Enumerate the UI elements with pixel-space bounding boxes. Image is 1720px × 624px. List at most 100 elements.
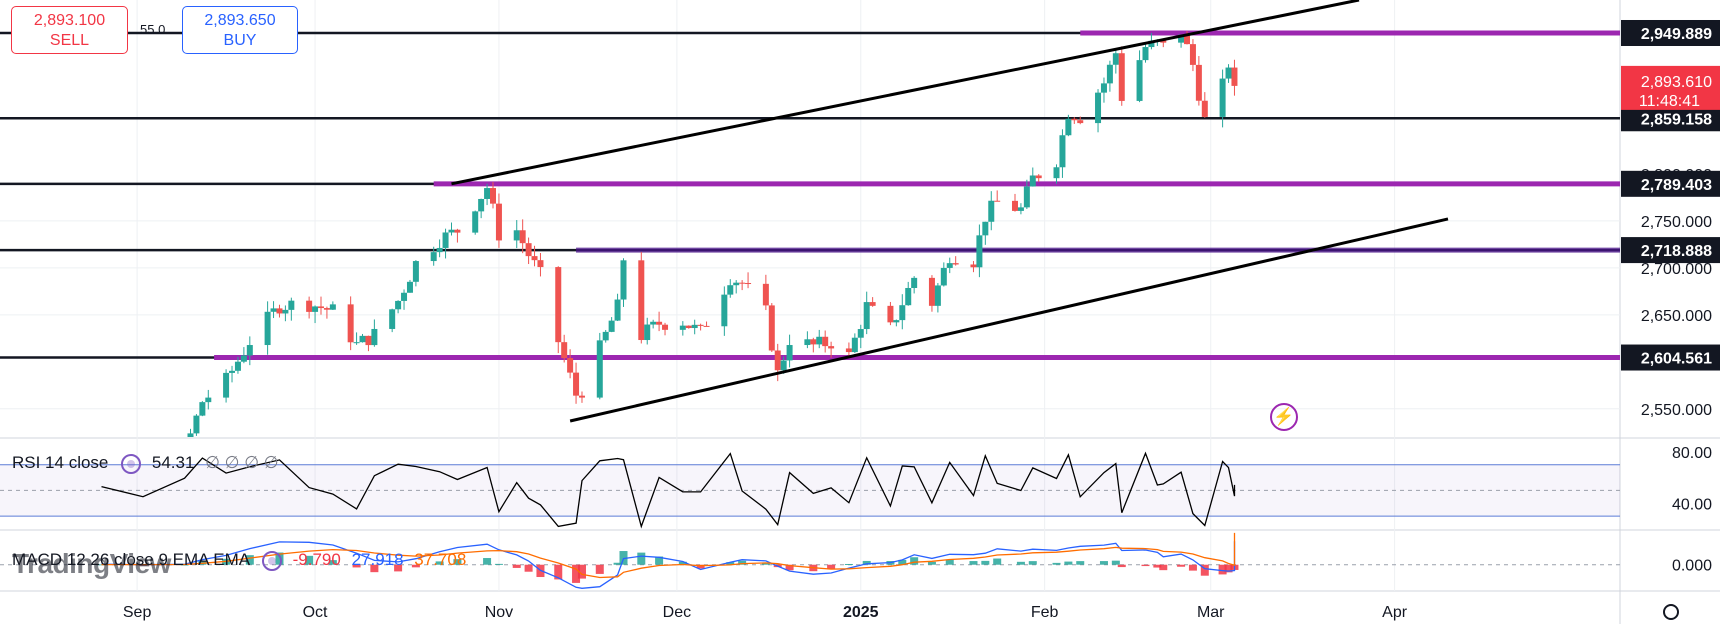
trendline [569,217,1449,423]
candle-body [905,287,912,306]
current-price-label: 2,893.610 [1641,74,1712,91]
macd-histogram-bar [494,563,503,565]
time-label: Mar [1197,604,1225,621]
candle-body [1195,64,1202,101]
candle-body [323,308,330,310]
candle-body [347,304,354,343]
candle-body [828,346,835,349]
macd-histogram-bar [245,555,254,565]
candle-body [454,229,461,233]
candle-body [768,305,775,351]
macd-histogram-bar [305,555,314,565]
candle-body [988,200,995,222]
candle-body [786,345,793,361]
candle-body [223,372,230,398]
candle-body [395,300,402,310]
macd-histogram-bar [613,562,622,565]
candle-body [1225,67,1232,79]
buy-button[interactable]: 2,893.650 BUY [182,6,298,54]
macd-settings-icon[interactable] [261,550,282,571]
current-price-bg [1621,65,1720,110]
macd-histogram-bar [1064,561,1073,565]
candle-body [406,281,413,293]
level-label: 2,949.889 [1641,26,1712,43]
candle-body [816,336,823,345]
buy-label: BUY [223,32,257,49]
macd-histogram-bar [761,562,770,565]
candle-body [739,282,746,284]
candle-body [662,324,669,330]
macd-histogram-bar [370,564,379,573]
candle-body [685,325,692,329]
macd-histogram-bar [1218,564,1227,575]
level-label: 2,789.403 [1641,177,1712,194]
candle-body [519,230,526,244]
macd-histogram-bar [352,564,361,568]
rsi-tick: 40.00 [1672,496,1712,513]
candle-body [1160,40,1167,43]
macd-histogram-bar [572,564,581,583]
candle-body [774,350,781,371]
rsi-pane [0,451,1620,529]
candle-body [733,282,740,286]
candle-body [911,277,918,288]
macd-histogram-bar [726,562,735,565]
candle-body [365,335,372,346]
countdown-label: 11:48:41 [1639,93,1700,110]
macd-legend[interactable]: MACD 12 26 close 9 EMA EMA -9.790 27.918… [12,550,466,571]
candle-body [638,260,645,341]
candle-body [312,306,319,312]
candle-body [721,294,728,327]
sell-button[interactable]: 2,893.100 SELL [11,6,128,54]
rsi-tick: 80.00 [1672,445,1712,462]
candle-body [1189,44,1196,65]
macd-histogram-bar [1016,561,1025,565]
candle-body [857,329,864,338]
macd-histogram-bar [1153,564,1162,568]
candle-body [353,342,360,344]
candle-body [490,188,497,204]
rsi-line [101,451,1236,529]
candle-body [614,299,621,321]
level-label-bg [1621,237,1720,264]
candle-body [401,292,408,301]
candle-body [1029,175,1036,187]
macd-histogram-bar [1111,560,1120,565]
macd-histogram-bar [637,552,646,565]
rsi-settings-icon[interactable] [121,453,142,474]
candle-body [205,397,212,403]
candle-body [317,306,324,309]
tradingview-watermark: TradingView [12,548,171,579]
candle-body [934,285,941,306]
time-label: Sep [123,604,152,621]
candle-body [199,402,206,416]
candle-body [1184,34,1191,45]
candle-body [436,247,443,253]
candle-body [893,320,900,323]
candle-body [1201,100,1208,117]
candle-body [1148,40,1155,48]
macd-histogram-bar [1188,564,1197,571]
candle-body [762,283,769,306]
spread-value: 55.0 [140,22,166,37]
macd-histogram-bar [1159,564,1168,571]
candle-body [537,260,544,268]
macd-histogram-bar [595,564,604,574]
macd-histogram-bar [738,560,747,565]
macd-histogram-bar [411,564,420,568]
candle-body [940,267,947,286]
macd-histogram-bar [910,557,919,565]
candle-body [1118,53,1125,101]
level-label-bg [1621,344,1720,371]
price-tick: 2,550.000 [1641,402,1712,419]
candle-body [845,348,852,353]
candle-body [229,370,236,373]
rsi-legend[interactable]: RSI 14 close 54.31 ∅ ∅ ∅ ∅ [12,453,279,474]
candle-body [561,342,568,359]
time-label: Apr [1382,604,1408,621]
lightning-icon[interactable]: ⚡ [1270,403,1298,431]
candlestick-series [187,31,1238,437]
rsi-extra-values: ∅ ∅ ∅ ∅ [205,453,279,472]
candle-body [282,309,289,314]
